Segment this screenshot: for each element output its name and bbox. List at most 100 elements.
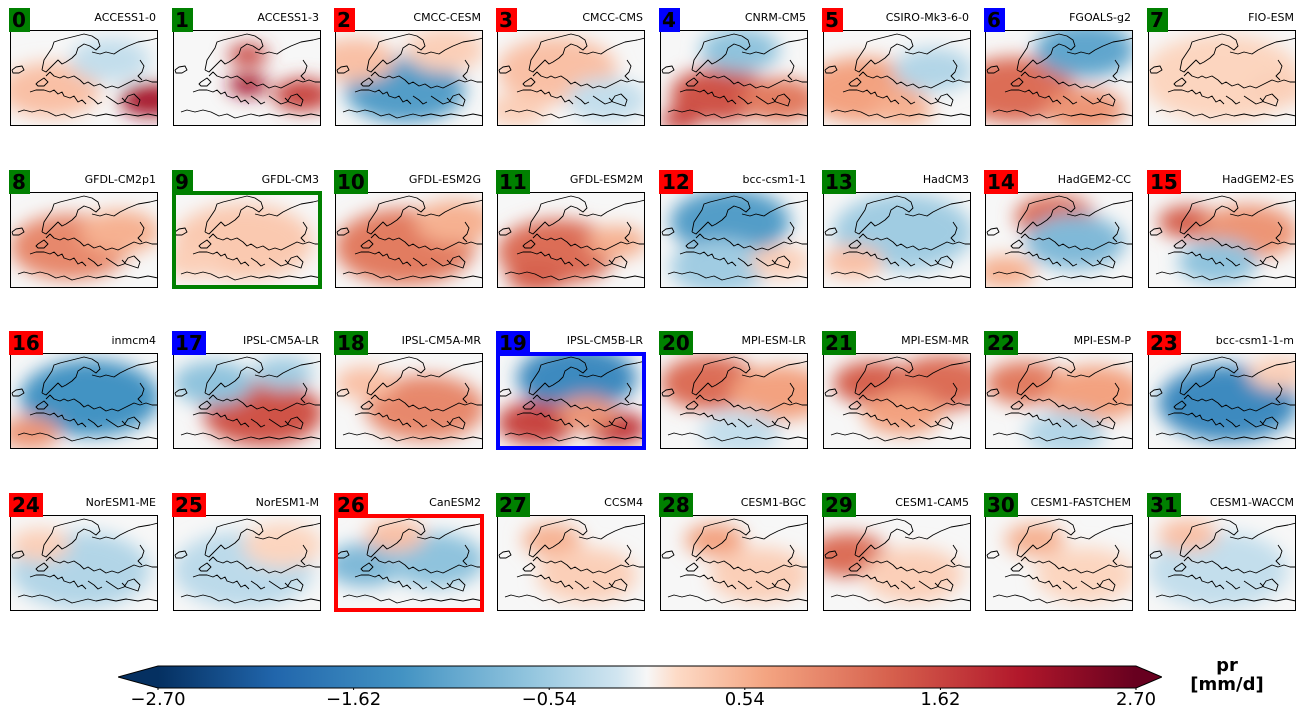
- coastline: [685, 239, 699, 249]
- coastline: [35, 400, 49, 410]
- coastline: [787, 221, 795, 243]
- coastline: [268, 93, 304, 107]
- coastline: [986, 227, 1000, 236]
- coastline: [336, 388, 350, 397]
- coastline: [1004, 251, 1062, 267]
- coastline: [824, 550, 838, 559]
- coastline: [516, 251, 574, 267]
- model-name: CESM1-FASTCHEM: [1030, 496, 1131, 509]
- coastline: [842, 574, 900, 590]
- model-panel: 10 GFDL-ESM2G: [334, 170, 483, 288]
- coastline: [1010, 562, 1024, 572]
- coastline: [1062, 95, 1078, 105]
- coastline: [35, 239, 49, 249]
- coastline: [522, 239, 536, 249]
- coastline: [1112, 59, 1120, 81]
- coastline: [695, 556, 808, 574]
- model-panel: 30 CESM1-FASTCHEM: [984, 493, 1133, 611]
- model-index-badge: 18: [334, 331, 368, 355]
- coastline: [1243, 255, 1279, 269]
- coastline: [29, 89, 87, 105]
- model-name: ACCESS1-0: [94, 11, 156, 24]
- coastline: [900, 580, 916, 590]
- coastline: [11, 550, 25, 559]
- model-panel: 16 inmcm4: [9, 331, 158, 449]
- model-panel: 12 bcc-csm1-1: [659, 170, 808, 288]
- coastline: [667, 109, 808, 119]
- coastline: [250, 257, 266, 267]
- anomaly-map: [10, 192, 158, 288]
- coastline: [1066, 360, 1133, 378]
- coastline: [370, 556, 483, 574]
- model-panel: 28 CESM1-BGC: [659, 493, 808, 611]
- coastline: [41, 195, 101, 235]
- coastline: [624, 221, 632, 243]
- coastline: [1149, 388, 1163, 397]
- coastline: [1020, 394, 1133, 412]
- coastline: [462, 382, 470, 404]
- model-index-badge: 2: [334, 8, 355, 32]
- coastline: [624, 544, 632, 566]
- coastline: [1010, 400, 1024, 410]
- coastline: [91, 360, 158, 378]
- coastline: [354, 412, 412, 428]
- model-name: NorESM1-M: [255, 496, 319, 509]
- coastline: [1167, 412, 1225, 428]
- coastline: [1225, 580, 1241, 590]
- coastline: [950, 544, 958, 566]
- coastline: [578, 360, 645, 378]
- coastline: [45, 556, 158, 574]
- colorbar-label: pr [mm/d]: [1190, 656, 1264, 694]
- coastline: [137, 544, 145, 566]
- model-name: CESM1-CAM5: [895, 496, 969, 509]
- coastline: [900, 418, 916, 428]
- coastline: [741, 199, 808, 217]
- coastline: [198, 77, 212, 87]
- coastline: [1062, 257, 1078, 267]
- model-index-badge: 13: [822, 170, 856, 194]
- coastline: [842, 251, 900, 267]
- coastline: [904, 522, 971, 540]
- coastline: [574, 418, 590, 428]
- coastline: [532, 71, 645, 89]
- coastline: [1149, 227, 1163, 236]
- coastline: [1004, 412, 1062, 428]
- coastline: [830, 271, 971, 281]
- anomaly-map: [497, 353, 645, 449]
- coastline: [1062, 418, 1078, 428]
- model-name: FIO-ESM: [1248, 11, 1294, 24]
- anomaly-map: [985, 192, 1133, 288]
- coastline: [1112, 221, 1120, 243]
- colorbar-min-extend: [118, 666, 158, 688]
- model-name: FGOALS-g2: [1069, 11, 1131, 24]
- coastline: [462, 221, 470, 243]
- coastline: [354, 574, 412, 590]
- coastline: [1016, 518, 1076, 558]
- coastline: [858, 233, 971, 251]
- coastline: [918, 416, 954, 430]
- colorbar-tick-label: −2.70: [130, 689, 186, 710]
- coastline: [1275, 382, 1283, 404]
- coastline: [17, 432, 158, 442]
- coastline: [370, 233, 483, 251]
- coastline: [592, 93, 628, 107]
- coastline: [87, 418, 103, 428]
- colorbar-unit: [mm/d]: [1190, 674, 1264, 695]
- coastline: [578, 522, 645, 540]
- coastline: [208, 233, 321, 251]
- coastline: [354, 251, 412, 267]
- model-index-badge: 10: [334, 170, 368, 194]
- model-index-badge: 3: [496, 8, 517, 32]
- coastline: [830, 109, 971, 119]
- coastline: [342, 271, 483, 281]
- coastline: [1225, 95, 1241, 105]
- anomaly-map: [335, 30, 483, 126]
- coastline: [1167, 574, 1225, 590]
- coastline: [1016, 356, 1076, 396]
- coastline: [1183, 394, 1296, 412]
- model-index-badge: 24: [9, 493, 43, 517]
- model-panel: 31 CESM1-WACCM: [1147, 493, 1296, 611]
- anomaly-map: [497, 30, 645, 126]
- coastline: [685, 400, 699, 410]
- coastline: [992, 271, 1133, 281]
